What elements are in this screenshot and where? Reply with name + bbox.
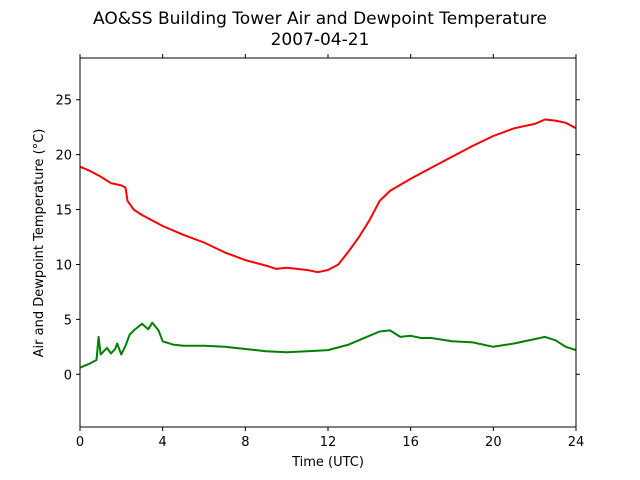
y-tick-label: 20 — [55, 149, 72, 164]
y-tick-label: 0 — [64, 368, 72, 383]
x-axis-label: Time (UTC) — [291, 455, 364, 470]
series-group — [79, 118, 577, 369]
chart-subtitle: 2007-04-21 — [271, 30, 370, 50]
x-tick-label: 24 — [568, 435, 585, 450]
y-tick-label: 25 — [55, 94, 72, 109]
x-tick-label: 12 — [320, 435, 337, 450]
y-tick-label: 10 — [55, 258, 72, 273]
plot-frame — [79, 57, 577, 428]
y-tick-label: 15 — [55, 204, 72, 219]
series-line-1 — [79, 321, 577, 369]
series-line-0 — [79, 118, 577, 274]
x-tick-label: 4 — [159, 435, 167, 450]
y-tick-label: 5 — [64, 313, 72, 328]
x-tick-label: 16 — [402, 435, 419, 450]
y-axis-label: Air and Dewpoint Temperature (°C) — [32, 129, 47, 358]
x-tick-label: 0 — [76, 435, 84, 450]
x-tick-label: 8 — [241, 435, 249, 450]
y-axis: 0 5 10 15 20 25 — [55, 94, 580, 383]
x-tick-label: 20 — [485, 435, 502, 450]
chart-title: AO&SS Building Tower Air and Dewpoint Te… — [93, 9, 547, 29]
x-axis: 0 4 8 12 16 20 24 — [76, 54, 584, 450]
